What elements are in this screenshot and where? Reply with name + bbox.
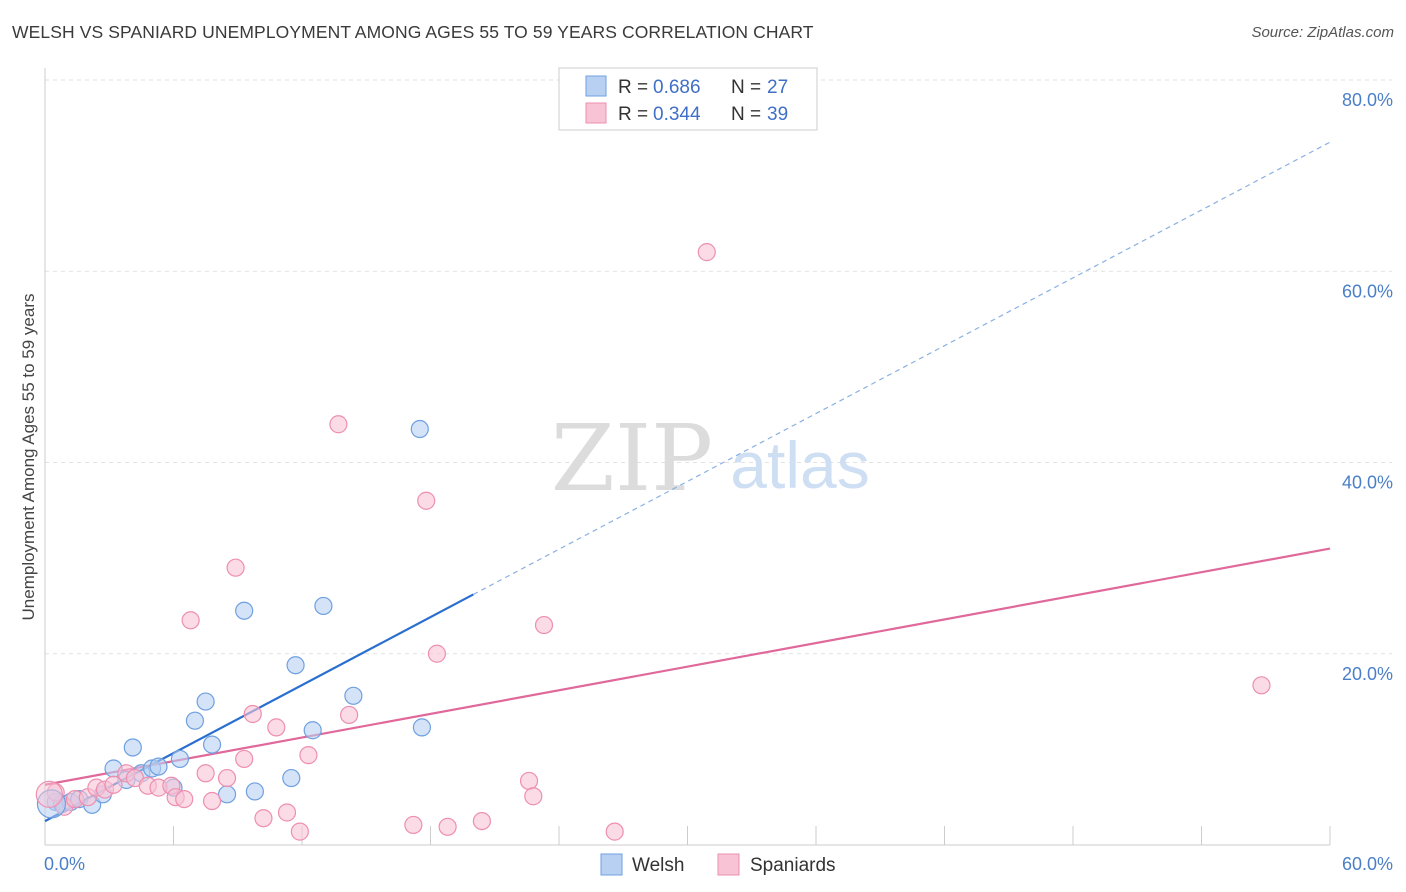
spaniards-point-15 xyxy=(196,764,215,783)
welsh-legend-swatch xyxy=(585,75,607,97)
welsh-series-swatch xyxy=(600,853,623,876)
welsh-point-15 xyxy=(196,692,215,711)
welsh-point-14 xyxy=(185,711,205,730)
welsh-point-23 xyxy=(314,596,333,616)
watermark-atlas: atlas xyxy=(730,428,869,502)
spaniards-point-34 xyxy=(524,787,543,806)
x-tick-label-min: 0.0% xyxy=(44,854,85,874)
spaniards-point-14 xyxy=(181,611,200,630)
welsh-n-value: 27 xyxy=(767,77,788,98)
y-tick-label-2: 60.0% xyxy=(1342,281,1393,301)
spaniards-point-17 xyxy=(217,768,237,788)
welsh-r-value: 0.686 xyxy=(653,77,701,98)
welsh-point-13 xyxy=(170,749,190,769)
spaniards-point-33 xyxy=(519,771,539,791)
spaniards-series-swatch xyxy=(717,853,740,876)
spaniards-point-30 xyxy=(427,644,447,663)
y-tick-label-0: 20.0% xyxy=(1342,664,1393,684)
welsh-point-11 xyxy=(149,757,168,776)
spaniards-r-value: 0.344 xyxy=(653,104,701,125)
axes xyxy=(44,68,1331,846)
welsh-point-16 xyxy=(202,735,222,754)
spaniards-point-22 xyxy=(267,718,286,737)
welsh-point-24 xyxy=(344,686,363,705)
spaniards-point-16 xyxy=(202,791,222,811)
grid-lines xyxy=(45,79,1392,655)
x-tick-label-max: 60.0% xyxy=(1342,854,1393,874)
spaniards-series-label: Spaniards xyxy=(750,855,836,876)
welsh-r-label: R = xyxy=(618,77,648,98)
spaniards-point-13 xyxy=(175,789,194,809)
welsh-n-label: N = xyxy=(731,77,761,98)
spaniards-trend-line xyxy=(44,547,1331,786)
spaniards-legend-swatch xyxy=(585,102,607,124)
welsh-point-22 xyxy=(303,721,322,740)
spaniards-n-label: N = xyxy=(731,104,761,125)
welsh-point-18 xyxy=(235,601,254,620)
spaniards-point-32 xyxy=(472,811,491,831)
spaniards-point-24 xyxy=(290,822,309,841)
chart-title: WELSH VS SPANIARD UNEMPLOYMENT AMONG AGE… xyxy=(12,22,814,42)
spaniards-point-37 xyxy=(697,243,716,262)
spaniards-cluster-point xyxy=(35,780,63,808)
spaniards-point-27 xyxy=(340,705,359,725)
y-tick-label-3: 80.0% xyxy=(1342,90,1393,110)
tick-labels: 20.0% 40.0% 60.0% 80.0% 0.0% 60.0% xyxy=(44,90,1393,874)
welsh-point-20 xyxy=(282,768,301,788)
spaniards-point-31 xyxy=(438,817,457,836)
spaniards-point-35 xyxy=(534,615,554,635)
y-axis-label: Unemployment Among Ages 55 to 59 years xyxy=(19,294,38,621)
spaniards-n-value: 39 xyxy=(767,104,788,125)
watermark-zip: ZIP xyxy=(551,405,713,512)
spaniards-point-18 xyxy=(226,558,245,577)
stats-legend: R = 0.686 N = 27 R = 0.344 N = 39 xyxy=(558,67,818,131)
watermark: ZIP atlas xyxy=(551,405,870,512)
spaniards-point-38 xyxy=(1252,676,1271,695)
welsh-series-label: Welsh xyxy=(632,855,684,876)
welsh-point-19 xyxy=(245,782,264,801)
welsh-point-25 xyxy=(410,419,429,439)
spaniards-r-label: R = xyxy=(618,104,648,125)
source-label: Source: ZipAtlas.com xyxy=(1251,24,1394,41)
series-legend: Welsh Spaniards xyxy=(600,853,836,876)
spaniards-point-6 xyxy=(104,775,123,794)
spaniards-point-19 xyxy=(235,749,254,769)
spaniards-point-36 xyxy=(605,822,624,841)
spaniards-point-28 xyxy=(404,815,423,835)
spaniards-point-20 xyxy=(243,704,262,724)
spaniards-point-26 xyxy=(329,415,348,434)
welsh-point-8 xyxy=(123,738,142,757)
data-points xyxy=(35,243,1271,841)
welsh-point-21 xyxy=(286,656,305,675)
spaniards-point-25 xyxy=(299,746,318,765)
spaniards-point-29 xyxy=(417,491,436,510)
spaniards-point-23 xyxy=(277,803,297,822)
welsh-point-26 xyxy=(412,718,432,737)
welsh-trend-extension xyxy=(473,141,1331,595)
y-tick-label-1: 40.0% xyxy=(1342,473,1393,493)
spaniards-point-21 xyxy=(254,809,273,828)
